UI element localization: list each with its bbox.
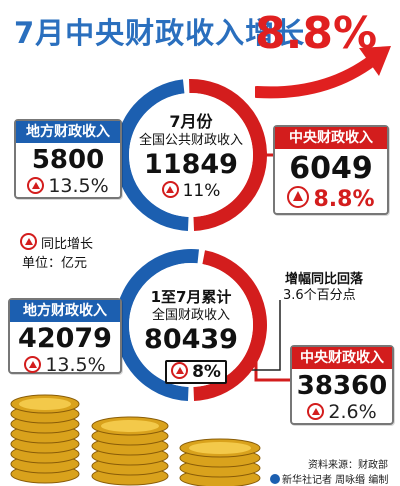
july-central-growth: 8.8% — [275, 186, 387, 212]
july-total-growth-value: 11% — [182, 181, 221, 201]
legend-unit: 单位：亿元 — [22, 256, 88, 271]
footer-credit: 新华社记者 周咏缗 编制 — [270, 471, 388, 486]
donut-july — [114, 79, 267, 231]
ytd-total-value: 80439 — [144, 324, 238, 355]
ytd-central-growth: 2.6% — [292, 400, 392, 424]
ytd-central-label: 中央财政收入 — [292, 347, 392, 369]
growth-up-icon — [20, 233, 37, 250]
july-donut-hole — [129, 93, 253, 217]
july-local-panel: 地方财政收入 5800 13.5% — [14, 119, 122, 199]
ytd-local-value: 42079 — [18, 323, 112, 354]
legend-growth-label: 同比增长 — [41, 237, 94, 252]
ytd-central-panel: 中央财政收入 38360 2.6% — [290, 345, 394, 425]
ytd-slice-local — [114, 248, 199, 401]
ytd-central-value: 38360 — [296, 371, 388, 401]
ytd-total-growth-value: 8% — [192, 362, 221, 382]
growth-up-icon — [171, 362, 189, 379]
gold-coins-illustration — [10, 394, 261, 486]
july-central-value: 6049 — [289, 151, 373, 186]
legend-growth: 同比增长 — [20, 233, 93, 252]
footer-credit-text: 新华社记者 周咏缗 编制 — [282, 475, 389, 486]
growth-up-icon — [307, 403, 325, 420]
ytd-local-panel: 地方财政收入 42079 13.5% — [8, 298, 122, 377]
growth-up-icon — [161, 181, 179, 198]
donut-ytd — [114, 248, 268, 401]
july-slice-local — [114, 79, 189, 231]
ytd-local-label: 地方财政收入 — [10, 300, 120, 322]
ytd-center-title: 1至7月累计 — [150, 288, 232, 306]
july-center-title: 7月份 — [169, 112, 213, 131]
ytd-center: 1至7月累计 全国财政收入 80439 — [130, 288, 252, 355]
ytd-note-line1: 增幅同比回落 — [285, 272, 364, 287]
ytd-total-growth: 8% — [165, 360, 227, 384]
page-title: 7月中央财政收入增长 — [14, 16, 306, 50]
coin-stack-left — [10, 394, 80, 484]
july-total-growth: 11% — [130, 180, 252, 202]
xinhua-logo-icon — [270, 474, 280, 484]
ytd-local-growth: 13.5% — [10, 353, 120, 377]
july-central-growth-value: 8.8% — [313, 187, 375, 212]
july-slice-central — [189, 79, 267, 231]
july-center-subtitle: 全国公共财政收入 — [138, 133, 243, 148]
coin-stack-right — [179, 438, 261, 486]
ytd-donut-hole — [129, 263, 253, 387]
july-center: 7月份 全国公共财政收入 11849 11% — [130, 112, 252, 202]
july-central-panel: 中央财政收入 6049 8.8% — [273, 125, 389, 215]
july-local-value: 5800 — [31, 145, 105, 175]
ytd-central-growth-value: 2.6% — [328, 401, 377, 423]
growth-up-icon — [27, 177, 45, 194]
growth-up-icon — [24, 356, 42, 373]
ytd-note-line2: 3.6个百分点 — [283, 288, 356, 303]
ytd-slice-central — [193, 250, 268, 401]
footer-source: 资料来源：财政部 — [308, 460, 388, 471]
july-central-label: 中央财政收入 — [275, 127, 387, 149]
coin-stack-middle — [91, 416, 169, 486]
july-total-value: 11849 — [144, 149, 238, 180]
july-local-growth: 13.5% — [16, 174, 120, 198]
ytd-center-subtitle: 全国财政收入 — [151, 308, 230, 323]
connector-ytd-central — [254, 360, 290, 382]
title-growth-value: 8.8% — [255, 8, 378, 59]
growth-up-icon — [287, 186, 310, 208]
july-local-growth-value: 13.5% — [48, 175, 109, 197]
ytd-local-growth-value: 13.5% — [45, 354, 106, 376]
growth-arrow-icon — [255, 46, 391, 99]
july-local-label: 地方财政收入 — [16, 121, 120, 143]
